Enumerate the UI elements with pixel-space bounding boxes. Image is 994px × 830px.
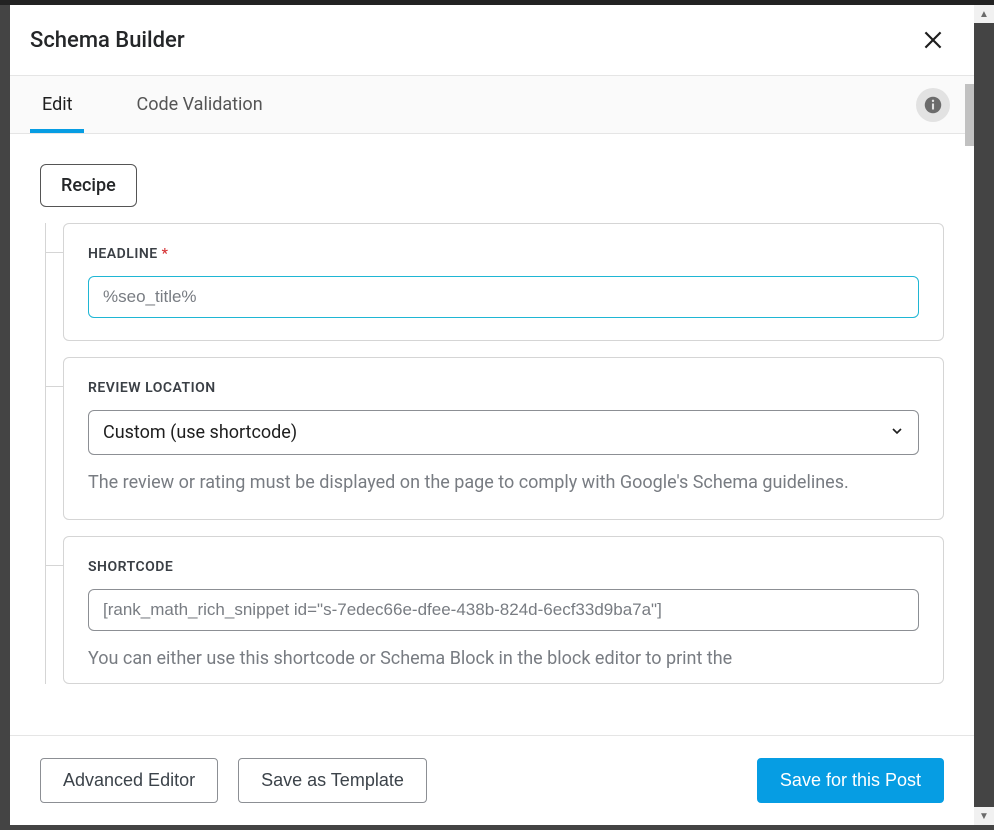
shortcode-help: You can either use this shortcode or Sch…: [88, 645, 919, 673]
headline-input[interactable]: [88, 276, 919, 318]
field-group-headline: HEADLINE *: [63, 223, 944, 341]
modal-title: Schema Builder: [30, 28, 185, 53]
modal-body: Edit Code Validation Recipe HE: [10, 76, 974, 735]
shortcode-input[interactable]: [88, 589, 919, 631]
outer-scroll-up[interactable]: ▲: [974, 5, 994, 23]
outer-scroll-down[interactable]: ▼: [974, 807, 994, 825]
save-for-post-button[interactable]: Save for this Post: [757, 758, 944, 803]
content-area: Recipe HEADLINE * REVIEW LOCATION Custom…: [10, 134, 974, 704]
info-button[interactable]: [916, 88, 950, 122]
schema-builder-modal: Schema Builder Edit Code Validation: [10, 5, 974, 825]
window-frame: Schema Builder Edit Code Validation: [0, 0, 994, 830]
headline-label: HEADLINE *: [88, 246, 919, 262]
field-tree: HEADLINE * REVIEW LOCATION Custom (use s…: [45, 223, 944, 684]
tabs: Edit Code Validation: [30, 76, 275, 133]
field-group-shortcode: SHORTCODE You can either use this shortc…: [63, 536, 944, 684]
tabs-row: Edit Code Validation: [10, 76, 974, 134]
inner-scroll-thumb[interactable]: [965, 84, 974, 146]
review-location-label: REVIEW LOCATION: [88, 380, 919, 396]
schema-type-box[interactable]: Recipe: [40, 164, 137, 207]
shortcode-label: SHORTCODE: [88, 559, 919, 575]
required-mark: *: [162, 246, 169, 262]
tab-edit[interactable]: Edit: [30, 76, 84, 133]
modal-footer: Advanced Editor Save as Template Save fo…: [10, 735, 974, 825]
inner-scrollbar[interactable]: [962, 76, 974, 735]
review-location-select[interactable]: Custom (use shortcode): [88, 410, 919, 455]
headline-label-text: HEADLINE: [88, 246, 158, 262]
tab-code-validation[interactable]: Code Validation: [124, 76, 274, 133]
footer-left: Advanced Editor Save as Template: [40, 758, 427, 803]
review-location-help: The review or rating must be displayed o…: [88, 469, 919, 497]
modal-header: Schema Builder: [10, 5, 974, 76]
info-icon: [924, 96, 942, 114]
review-location-select-wrap: Custom (use shortcode): [88, 410, 919, 455]
field-group-review-location: REVIEW LOCATION Custom (use shortcode) T…: [63, 357, 944, 520]
close-icon: [920, 27, 946, 53]
close-button[interactable]: [916, 23, 950, 57]
advanced-editor-button[interactable]: Advanced Editor: [40, 758, 218, 803]
save-as-template-button[interactable]: Save as Template: [238, 758, 427, 803]
